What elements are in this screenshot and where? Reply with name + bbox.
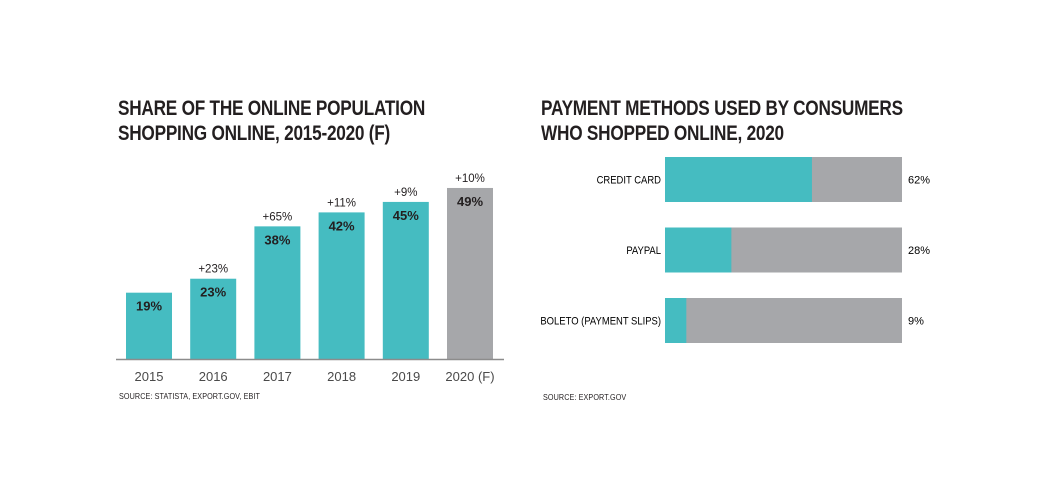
percent-label-2: 9% <box>908 316 924 328</box>
bar-BOLETO (PAYMENT SLIPS) <box>665 298 687 343</box>
left-title-line-1: SHARE OF THE ONLINE POPULATION <box>118 97 426 120</box>
year-label-2017: 2017 <box>263 369 292 384</box>
bar-2020 (F) <box>447 187 493 359</box>
value-label-2020 (F): 49% <box>457 194 483 209</box>
growth-label-2017: +65% <box>263 211 293 223</box>
bar-2017 <box>254 226 301 359</box>
percent-label-0: 62% <box>908 175 930 187</box>
right-chart-source: SOURCE: EXPORT.GOV <box>543 392 627 402</box>
right-chart-title: PAYMENT METHODS USED BY CONSUMERS WHO SH… <box>541 96 903 146</box>
year-label-2016: 2016 <box>199 369 228 384</box>
left-chart-source: SOURCE: STATISTA, EXPORT.GOV, EBIT <box>119 391 261 401</box>
year-label-2015: 2015 <box>135 369 164 384</box>
left-title-line-2: SHOPPING ONLINE, 2015-2020 (F) <box>118 122 391 145</box>
bar-CREDIT CARD <box>665 157 812 202</box>
value-label-2015: 19% <box>136 299 162 314</box>
bar-track-BOLETO (PAYMENT SLIPS) <box>665 298 902 343</box>
growth-label-2020 (F): +10% <box>455 173 485 185</box>
bar-PAYPAL <box>665 227 732 273</box>
right-title-line-1: PAYMENT METHODS USED BY CONSUMERS <box>541 97 903 120</box>
left-chart-title: SHARE OF THE ONLINE POPULATION SHOPPING … <box>118 96 425 146</box>
year-label-2018: 2018 <box>327 369 356 384</box>
growth-label-2018: +11% <box>327 197 356 209</box>
bar-2016 <box>190 278 237 359</box>
growth-label-2019: +9% <box>394 187 417 199</box>
bar-2019 <box>382 201 429 359</box>
bar-2018 <box>318 212 365 359</box>
category-label-2: BOLETO (PAYMENT SLIPS) <box>540 316 661 328</box>
share-online-shopping-bar-chart: 19% 2015 23% +23% 2016 38% +65% 2017 42% +11% 2018… <box>116 173 504 384</box>
percent-label-1: 28% <box>908 245 930 257</box>
value-label-2018: 42% <box>329 218 355 233</box>
right-title-line-2: WHO SHOPPED ONLINE, 2020 <box>541 122 784 145</box>
value-label-2019: 45% <box>393 208 419 223</box>
payment-methods-bar-chart: CREDIT CARD 62% PAYPAL 28% BOLETO (PAYMENT S… <box>540 157 930 343</box>
year-label-2020 (F): 2020 (F) <box>445 369 494 384</box>
year-label-2019: 2019 <box>391 369 420 384</box>
value-label-2016: 23% <box>200 285 226 300</box>
category-label-0: CREDIT CARD <box>597 175 661 187</box>
category-label-1: PAYPAL <box>626 245 661 257</box>
growth-label-2016: +23% <box>198 264 228 276</box>
bar-2015 <box>126 292 172 359</box>
value-label-2017: 38% <box>264 232 290 247</box>
